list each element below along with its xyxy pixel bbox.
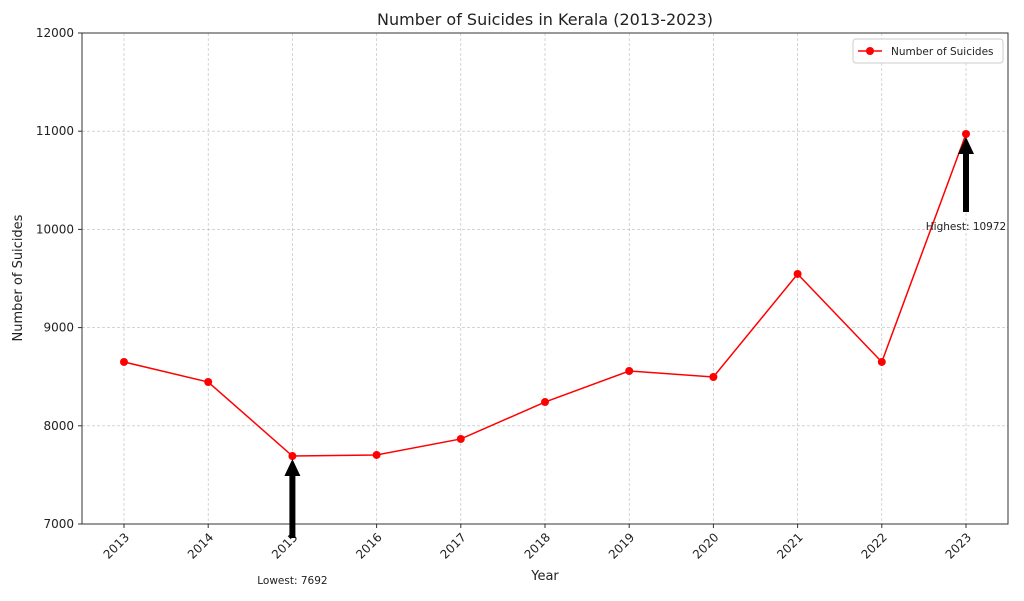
legend-label: Number of Suicides <box>891 46 994 58</box>
data-point <box>709 372 718 381</box>
y-tick-label: 10000 <box>36 222 74 236</box>
data-point <box>962 129 970 138</box>
x-tick-label: 2023 <box>943 530 974 561</box>
data-point <box>625 367 634 376</box>
x-tick-label: 2019 <box>606 530 637 561</box>
y-tick-label: 11000 <box>36 124 74 138</box>
data-point <box>793 269 802 278</box>
x-tick-label: 2015 <box>269 530 300 561</box>
y-tick-label: 12000 <box>36 26 74 40</box>
y-tick-label: 9000 <box>43 321 74 335</box>
y-axis-label: Number of Suicides <box>11 214 26 341</box>
y-tick-label: 7000 <box>43 517 74 531</box>
legend-marker <box>866 47 874 55</box>
x-axis-label: Year <box>530 569 559 584</box>
data-point <box>372 450 381 459</box>
data-point <box>204 378 213 387</box>
x-tick-label: 2017 <box>437 530 468 561</box>
x-tick-label: 2021 <box>774 530 805 561</box>
y-tick-label: 8000 <box>43 419 74 433</box>
annotation-arrow-head <box>284 459 301 477</box>
data-point <box>456 434 465 443</box>
x-tick-label: 2022 <box>858 530 889 561</box>
data-point <box>541 398 549 407</box>
data-point <box>120 357 128 366</box>
x-tick-label: 2013 <box>101 530 132 561</box>
data-point <box>288 452 297 461</box>
x-tick-label: 2016 <box>353 530 384 561</box>
annotation-label: Highest: 10972 <box>926 221 1006 233</box>
x-tick-label: 2020 <box>690 530 721 561</box>
legend: Number of Suicides <box>852 38 1004 64</box>
annotation-arrow-head <box>958 136 974 154</box>
data-point <box>877 357 886 366</box>
chart-title: Number of Suicides in Kerala (2013-2023) <box>377 10 713 29</box>
x-tick-label: 2018 <box>522 530 553 561</box>
x-tick-label: 2014 <box>185 530 216 561</box>
legend-box <box>852 38 1004 64</box>
annotation-label: Lowest: 7692 <box>257 575 327 587</box>
